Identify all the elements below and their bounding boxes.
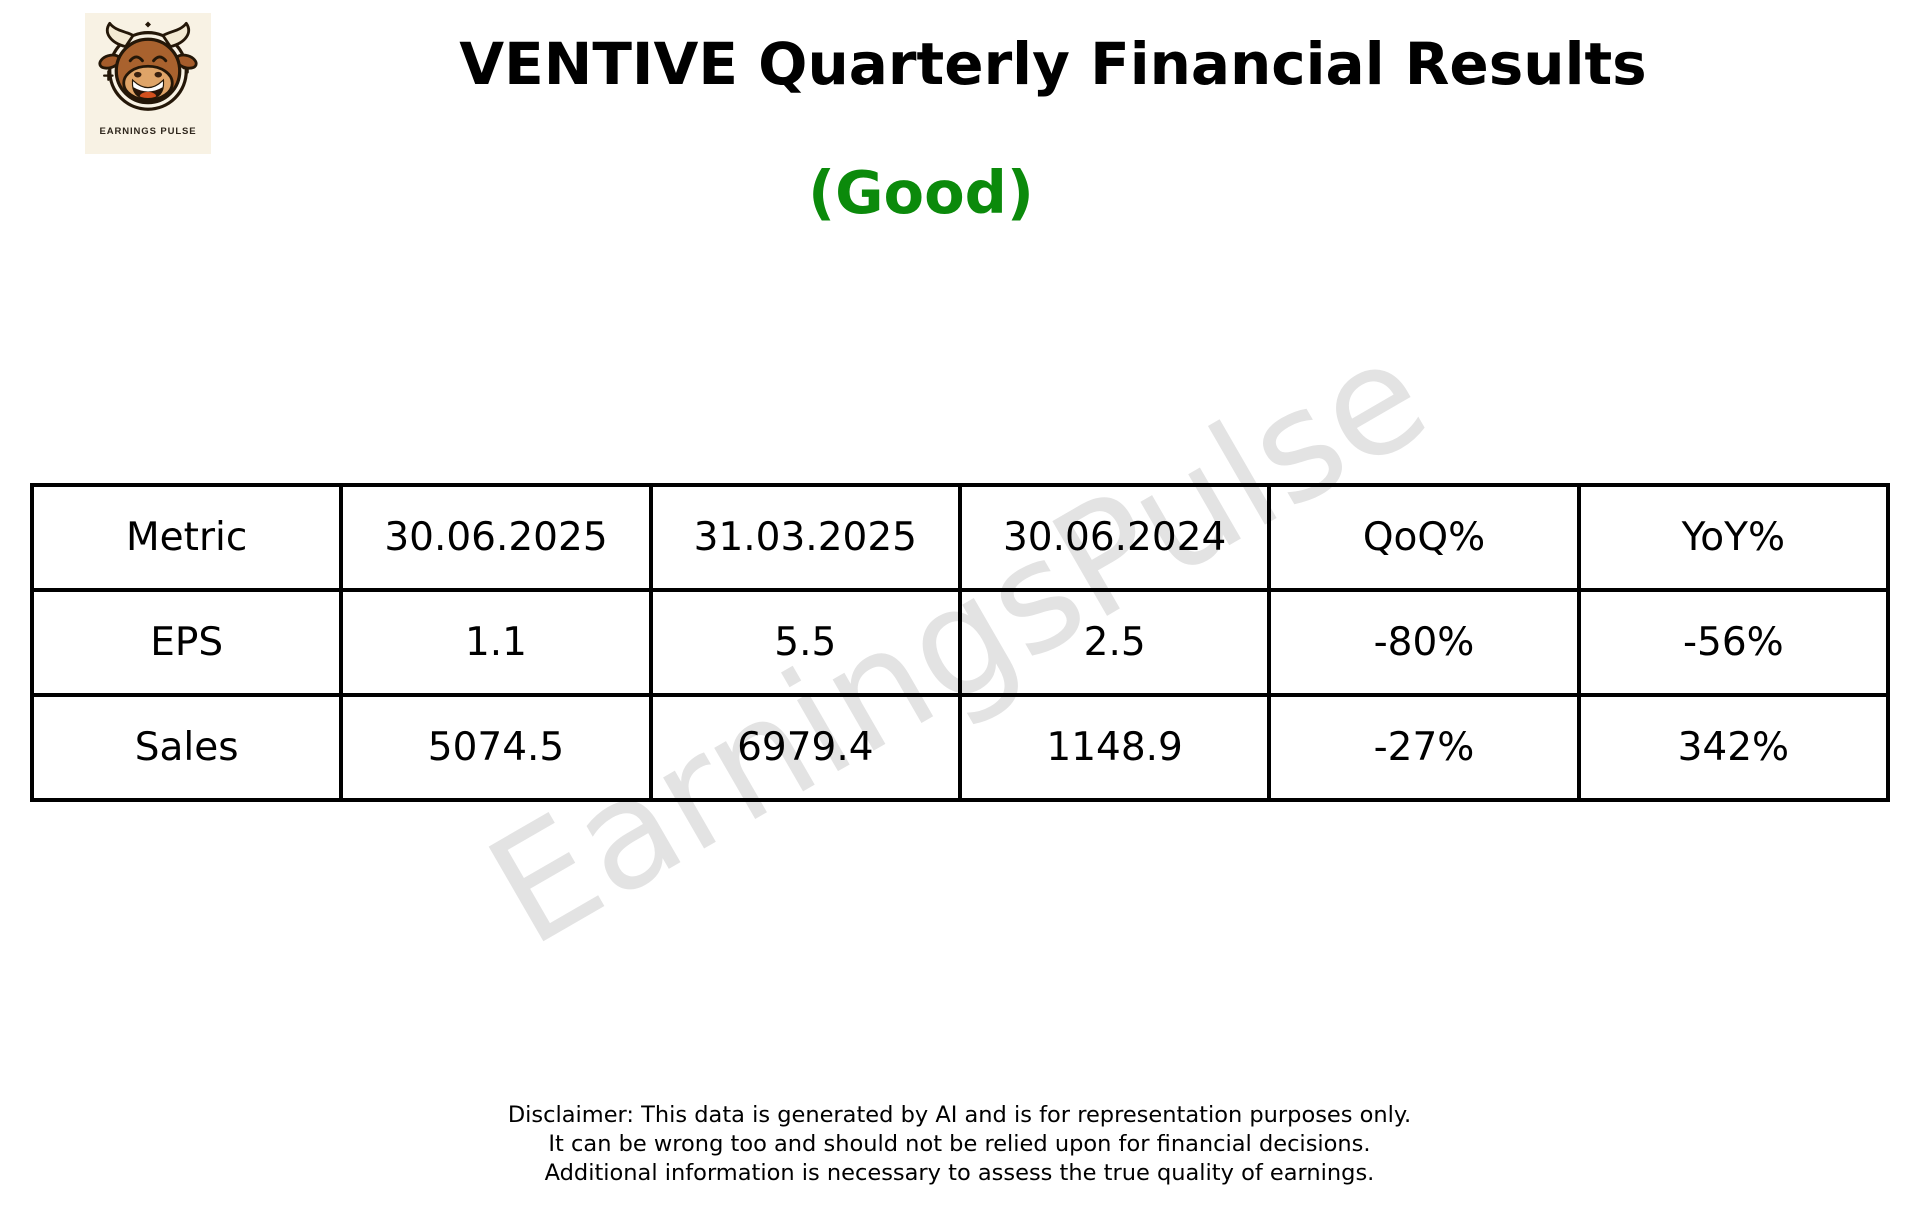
verdict-badge: (Good) bbox=[808, 158, 1034, 227]
cell-eps-label: EPS bbox=[29, 588, 344, 697]
table-row-eps: EPS 1.1 5.5 2.5 -80% -56% bbox=[29, 588, 1891, 697]
header-metric: Metric bbox=[29, 483, 344, 592]
cell-sales-current: 5074.5 bbox=[339, 693, 653, 802]
logo-brand-label: EARNINGS PULSE bbox=[99, 126, 197, 137]
cell-sales-prev-quarter: 6979.4 bbox=[648, 693, 962, 802]
cell-eps-prev-year: 2.5 bbox=[957, 588, 1272, 697]
cell-sales-qoq: -27% bbox=[1267, 693, 1581, 802]
header-period-current: 30.06.2025 bbox=[339, 483, 653, 592]
laughing-bull-icon bbox=[98, 21, 198, 111]
header-period-previous-year: 30.06.2024 bbox=[957, 483, 1272, 592]
disclaimer-line-2: It can be wrong too and should not be re… bbox=[548, 1131, 1371, 1157]
cell-sales-prev-year: 1148.9 bbox=[957, 693, 1272, 802]
cell-eps-current: 1.1 bbox=[339, 588, 653, 697]
page-title: VENTIVE Quarterly Financial Results bbox=[459, 30, 1647, 98]
header-period-previous-quarter: 31.03.2025 bbox=[648, 483, 962, 592]
table-row-sales: Sales 5074.5 6979.4 1148.9 -27% 342% bbox=[29, 693, 1891, 802]
header-qoq: QoQ% bbox=[1267, 483, 1581, 592]
table-header-row: Metric 30.06.2025 31.03.2025 30.06.2024 … bbox=[29, 483, 1891, 592]
disclaimer: Disclaimer: This data is generated by AI… bbox=[0, 1101, 1919, 1188]
financial-results-table: Metric 30.06.2025 31.03.2025 30.06.2024 … bbox=[29, 483, 1891, 802]
disclaimer-line-3: Additional information is necessary to a… bbox=[544, 1160, 1375, 1186]
cell-eps-qoq: -80% bbox=[1267, 588, 1581, 697]
cell-eps-prev-quarter: 5.5 bbox=[648, 588, 962, 697]
cell-eps-yoy: -56% bbox=[1576, 588, 1891, 697]
disclaimer-line-1: Disclaimer: This data is generated by AI… bbox=[507, 1102, 1412, 1128]
cell-sales-yoy: 342% bbox=[1576, 693, 1891, 802]
cell-sales-label: Sales bbox=[29, 693, 344, 802]
earnings-pulse-logo: EARNINGS PULSE bbox=[85, 13, 211, 154]
header-yoy: YoY% bbox=[1576, 483, 1891, 592]
